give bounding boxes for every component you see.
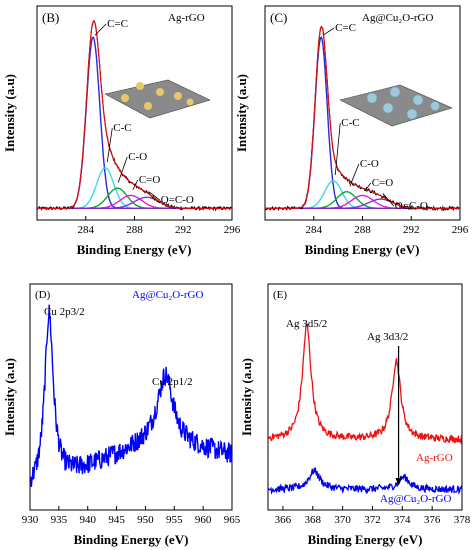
peak-annotation: C-O xyxy=(360,158,379,170)
fit-peak-curve xyxy=(265,36,460,209)
peak-annotation: C=C xyxy=(335,22,356,34)
panel-b-xlabel: Binding Energy (eV) xyxy=(77,242,192,257)
panel-b-frame xyxy=(36,5,233,221)
panel-c-xlabel: Binding Energy (eV) xyxy=(305,242,420,257)
x-tick-label: 368 xyxy=(305,514,322,526)
panel-c-ylabel: Intensity (a.u) xyxy=(234,74,249,152)
series-label: Ag@Cu₂O-rGO xyxy=(380,493,451,505)
x-tick-label: 965 xyxy=(224,514,241,526)
annotation-arrow xyxy=(94,23,107,36)
panel-b-label: (B) xyxy=(42,10,59,25)
annotation-arrow xyxy=(117,156,128,183)
peak-annotation: C=O xyxy=(139,174,161,186)
peak-annotation: Ag 3d5/2 xyxy=(286,318,327,330)
peak-annotation: C-C xyxy=(341,117,359,129)
panel-d-xlabel: Binding Energy (eV) xyxy=(74,532,189,547)
ag3d-spectrum-line xyxy=(267,467,463,495)
peak-annotation: Ag 3d3/2 xyxy=(367,331,408,343)
x-tick-label: 288 xyxy=(354,224,371,236)
x-tick-label: 376 xyxy=(424,514,441,526)
x-tick-label: 292 xyxy=(403,224,420,236)
cu2p-spectrum-line xyxy=(29,304,233,487)
x-tick-label: 960 xyxy=(195,514,212,526)
panel-c-graphene-illustration xyxy=(339,84,453,127)
x-tick-label: 930 xyxy=(22,514,39,526)
x-tick-label: 945 xyxy=(108,514,125,526)
annotation-arrow xyxy=(349,163,360,187)
x-tick-label: 372 xyxy=(364,514,381,526)
panel-e-ylabel: Intensity (a.u) xyxy=(239,358,254,436)
x-tick-label: 940 xyxy=(79,514,96,526)
panel-c: (C) Ag@Cu₂O-rGO 284 288 292 296 C=C C-C C-O C=O… xyxy=(234,5,469,257)
x-tick-label: 292 xyxy=(175,224,192,236)
peak-annotation: O=C-O xyxy=(161,194,194,206)
peak-annotation: C=O xyxy=(372,177,394,189)
panel-b-ylabel: Intensity (a.u) xyxy=(2,74,17,152)
x-tick-label: 374 xyxy=(394,514,411,526)
panel-e: (E) 366 368 370 372 374 376 378 Ag 3d5/2 Ag 3d3/… xyxy=(239,283,471,547)
panel-c-plot: 284 288 292 296 C=C C-C C-O C=OO=C-O xyxy=(264,22,469,236)
x-tick-label: 950 xyxy=(137,514,154,526)
panel-d-ylabel: Intensity (a.u) xyxy=(2,358,17,436)
panel-e-frame xyxy=(267,283,463,511)
x-tick-label: 296 xyxy=(452,224,469,236)
x-tick-label: 366 xyxy=(275,514,292,526)
panel-d-label: (D) xyxy=(35,289,51,301)
peak-annotation: C-O xyxy=(128,151,147,163)
annotation-arrow xyxy=(322,27,335,36)
x-tick-label: 288 xyxy=(126,224,143,236)
x-tick-label: 955 xyxy=(166,514,183,526)
peak-annotation: C-C xyxy=(113,122,131,134)
annotation-arrow xyxy=(365,182,372,191)
annotation-arrow xyxy=(148,191,160,201)
annotation-arrow xyxy=(382,193,395,207)
x-tick-label: 284 xyxy=(78,224,95,236)
panel-b-graphene-illustration xyxy=(104,79,211,119)
x-tick-label: 378 xyxy=(454,514,471,526)
panel-e-xlabel: Binding Energy (eV) xyxy=(308,532,423,547)
envelope-curve xyxy=(265,25,460,209)
envelope-curve xyxy=(37,19,232,209)
panel-c-label: (C) xyxy=(270,10,287,25)
experimental-curve xyxy=(36,20,233,212)
annotation-arrow xyxy=(132,179,139,190)
panel-b-sample-label: Ag-rGO xyxy=(168,12,205,24)
fit-peak-curve xyxy=(37,187,232,209)
experimental-curve xyxy=(264,27,461,212)
x-tick-label: 284 xyxy=(306,224,323,236)
panel-b: (B) Ag-rGO 284 288 292 296 C=C C-C C-O C=OO=C-O… xyxy=(2,5,241,257)
panel-e-plot: 366 368 370 372 374 376 378 Ag 3d5/2 Ag 3d3/2 Ag-… xyxy=(267,318,471,526)
panel-d-frame xyxy=(29,283,233,511)
peak-annotation: C=C xyxy=(107,18,128,30)
annotation-arrow xyxy=(334,122,341,176)
annotation-arrow xyxy=(106,127,113,163)
panel-c-sample-label: Ag@Cu₂O-rGO xyxy=(362,12,433,24)
x-tick-label: 296 xyxy=(224,224,241,236)
panel-d-plot: 930 935 940 945 950 955 960 965 Cu 2p3/2 Cu 2p1/2 xyxy=(22,304,241,526)
peak-annotation: Cu 2p3/2 xyxy=(44,306,85,318)
x-tick-label: 370 xyxy=(334,514,351,526)
panel-b-plot: 284 288 292 296 C=C C-C C-O C=OO=C-O xyxy=(36,18,241,236)
panel-d-sample-label: Ag@Cu₂O-rGO xyxy=(132,289,203,301)
peak-annotation: Cu 2p1/2 xyxy=(152,376,193,388)
fit-peak-curve xyxy=(37,36,232,209)
ag3d-spectrum-line xyxy=(267,323,463,445)
shift-arrow-head xyxy=(395,478,402,486)
peak-annotation: O=C-O xyxy=(395,200,428,212)
panel-d: (D) Ag@Cu₂O-rGO 930 935 940 945 950 955 960 965… xyxy=(2,283,241,547)
panel-e-label: (E) xyxy=(273,289,287,301)
x-tick-label: 935 xyxy=(51,514,68,526)
series-label: Ag-rGO xyxy=(416,452,453,464)
